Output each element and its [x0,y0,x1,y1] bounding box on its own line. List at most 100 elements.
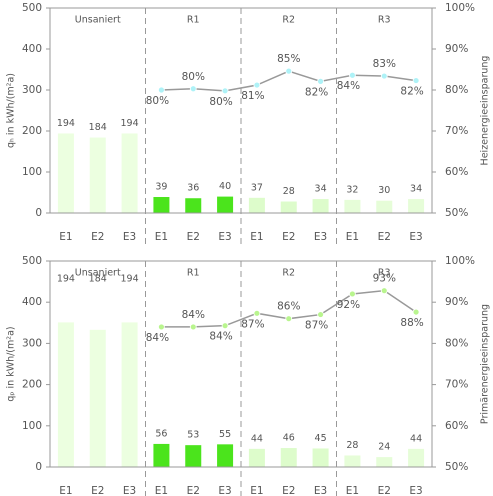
bar-label: 194 [121,274,139,285]
bar-label: 37 [251,182,263,193]
group-label: Unsaniert [75,268,121,279]
x-tick-label: E2 [282,231,295,243]
x-tick-label: E1 [59,485,72,496]
bar-label: 32 [346,184,358,195]
y-tick-label: 200 [22,125,42,137]
group-label: R3 [378,268,391,279]
y2-tick-label: 60% [445,420,468,432]
x-tick-label: E1 [346,485,359,496]
x-tick-label: E2 [282,485,295,496]
y-tick-label: 300 [22,337,42,349]
x-tick-label: E2 [378,231,391,243]
line-label: 86% [277,301,300,313]
bar [217,196,234,213]
bar [408,448,425,467]
group-label: R2 [282,268,295,279]
bar-label: 194 [57,118,75,129]
y2-axis-title: Primärenergieeinsparung [480,304,491,424]
bar [89,329,106,467]
line-marker [253,309,261,317]
line-label: 82% [400,86,423,98]
bar-label: 53 [187,430,199,441]
y-tick-label: 400 [22,296,42,308]
x-tick-label: E1 [155,485,168,496]
y-tick-label: 500 [22,255,42,267]
bar [57,133,74,213]
bar-label: 55 [219,429,231,440]
line-marker [253,81,261,89]
bar-label: 194 [121,118,139,129]
bar-label: 34 [315,184,327,195]
line-label: 87% [305,320,328,332]
bar-label: 24 [378,442,390,453]
line-marker [412,77,420,84]
bar [121,322,138,467]
bar [185,198,202,213]
bar-label: 28 [283,186,295,197]
y2-tick-label: 80% [445,337,468,349]
group-label: R3 [378,15,391,26]
y2-tick-label: 100% [445,2,475,14]
x-tick-label: E1 [346,231,359,243]
x-tick-label: E1 [155,231,168,243]
y2-tick-label: 70% [445,125,468,137]
x-tick-label: E3 [123,485,136,496]
bar-label: 184 [89,122,107,133]
line-label: 93% [373,273,396,285]
group-label: R2 [282,15,295,26]
line-marker [380,72,388,80]
y2-tick-label: 90% [445,43,468,55]
y-tick-label: 0 [35,461,42,473]
line-marker [412,308,420,316]
bar-label: 40 [219,181,231,192]
y2-tick-label: 70% [445,379,468,391]
y2-tick-label: 50% [445,461,468,473]
group-label: R1 [187,268,200,279]
line-marker [285,67,293,75]
line-marker [349,290,356,298]
bar [376,200,393,213]
x-tick-label: E1 [250,231,263,243]
line-label: 82% [305,86,328,98]
line-marker [317,311,324,318]
bar [248,197,265,213]
bar [153,197,170,213]
bar-label: 56 [155,428,167,439]
line-label: 80% [182,71,205,83]
x-tick-label: E2 [91,231,104,243]
line-marker [189,85,197,93]
y-tick-label: 300 [22,84,42,96]
x-tick-label: E2 [91,485,104,496]
y-tick-label: 500 [22,2,42,14]
bar [153,443,170,467]
y-tick-label: 100 [22,420,42,432]
y-axis-title: qₕ in kWh/(m²a) [6,73,17,148]
bar [376,457,393,467]
line-marker [285,315,293,323]
x-tick-label: E3 [218,485,231,496]
bar [344,455,361,467]
bar-label: 44 [251,433,263,444]
y2-tick-label: 80% [445,84,468,96]
bar-label: 45 [315,433,327,444]
line-label: 88% [400,317,423,329]
x-tick-label: E3 [409,231,422,243]
bar [408,199,425,213]
bar [344,199,361,213]
x-tick-label: E2 [187,231,200,243]
bar-label: 28 [346,440,358,451]
x-tick-label: E2 [378,485,391,496]
bar [121,133,138,213]
line-marker [317,77,324,85]
line-label: 85% [277,53,300,65]
line-label: 80% [209,96,232,108]
y-tick-label: 200 [22,379,42,391]
bar-label: 34 [410,184,422,195]
y2-axis-title: Heizenergieeinsparung [480,56,491,166]
bar [217,444,234,467]
bar-label: 36 [187,183,199,194]
bar [312,448,329,467]
x-tick-label: E3 [409,485,422,496]
